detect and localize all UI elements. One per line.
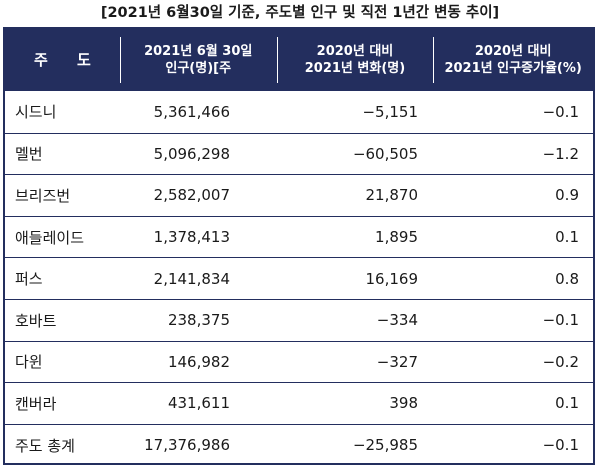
city-name: 캔버라 [15, 394, 57, 413]
header-population-line2: 인구(명)[주 [165, 61, 232, 76]
change-cell: −327 [376, 352, 418, 371]
header-rate-line1: 2020년 대비 [474, 44, 552, 59]
city-name: 애들레이드 [15, 228, 85, 247]
header-change-line1: 2020년 대비 [316, 44, 394, 59]
change-cell: 398 [389, 394, 418, 413]
change-cell: −5,151 [362, 102, 418, 121]
table-row: 애들레이드 1,378,413 1,895 0.1 [5, 215, 593, 258]
rate-cell: −0.1 [542, 436, 579, 455]
population-cell: 5,361,466 [153, 102, 230, 121]
rate-cell: 0.1 [555, 394, 579, 413]
table-row: 시드니 5,361,466 −5,151 −0.1 [5, 91, 593, 133]
header-rate-line2: 2021년 인구증가율(%) [444, 61, 582, 76]
header-change: 2020년 대비 2021년 변화(명) [276, 29, 434, 91]
rate-cell: −1.2 [542, 144, 579, 163]
population-cell: 1,378,413 [153, 228, 230, 247]
rate-cell: 0.8 [555, 269, 579, 288]
change-cell: 1,895 [375, 228, 418, 247]
table-body: 시드니 5,361,466 −5,151 −0.1 멜번 5,096,298 −60,505… [5, 91, 593, 465]
population-cell: 238,375 [167, 311, 230, 330]
city-name: 다윈 [15, 353, 43, 372]
rate-cell: 0.9 [555, 186, 579, 205]
table-row: 캔버라 431,611 398 0.1 [5, 382, 593, 424]
table-row: 브리즈번 2,582,007 21,870 0.9 [5, 174, 593, 216]
table-row: 퍼스 2,141,834 16,169 0.8 [5, 257, 593, 299]
header-change-line2: 2021년 변화(명) [304, 61, 406, 76]
population-cell: 431,611 [167, 394, 230, 413]
city-name: 주도 총계 [15, 436, 75, 455]
city-name: 호바트 [15, 311, 57, 330]
change-cell: −60,505 [352, 144, 418, 163]
population-table: 주 도 2021년 6월 30일 인구(명)[주 2020년 대비 2021년 … [3, 27, 595, 465]
city-name: 시드니 [15, 103, 57, 122]
table-row: 주도 총계 17,376,986 −25,985 −0.1 [5, 423, 593, 466]
change-cell: −25,985 [352, 436, 418, 455]
header-rate: 2020년 대비 2021년 인구증가율(%) [433, 29, 593, 91]
city-name: 퍼스 [15, 270, 43, 289]
city-name: 브리즈번 [15, 186, 71, 205]
population-cell: 2,141,834 [153, 269, 230, 288]
table-row: 다윈 146,982 −327 −0.2 [5, 340, 593, 383]
change-cell: 21,870 [365, 186, 419, 205]
header-population-line1: 2021년 6월 30일 [144, 44, 253, 59]
city-name: 멜번 [15, 145, 43, 164]
rate-cell: 0.1 [555, 228, 579, 247]
rate-cell: −0.2 [542, 352, 579, 371]
table-row: 호바트 238,375 −334 −0.1 [5, 298, 593, 341]
population-cell: 146,982 [167, 352, 230, 371]
rate-cell: −0.1 [542, 102, 579, 121]
header-population: 2021년 6월 30일 인구(명)[주 [119, 29, 277, 91]
table-header: 주 도 2021년 6월 30일 인구(명)[주 2020년 대비 2021년 … [5, 29, 593, 91]
table-row: 멜번 5,096,298 −60,505 −1.2 [5, 132, 593, 175]
population-cell: 17,376,986 [144, 436, 230, 455]
change-cell: −334 [376, 311, 418, 330]
rate-cell: −0.1 [542, 311, 579, 330]
header-city: 주 도 [34, 50, 103, 69]
population-cell: 5,096,298 [153, 144, 230, 163]
change-cell: 16,169 [365, 269, 419, 288]
table-title: [2021년 6월30일 기준, 주도별 인구 및 직전 1년간 변동 추이] [100, 5, 500, 21]
population-cell: 2,582,007 [153, 186, 230, 205]
